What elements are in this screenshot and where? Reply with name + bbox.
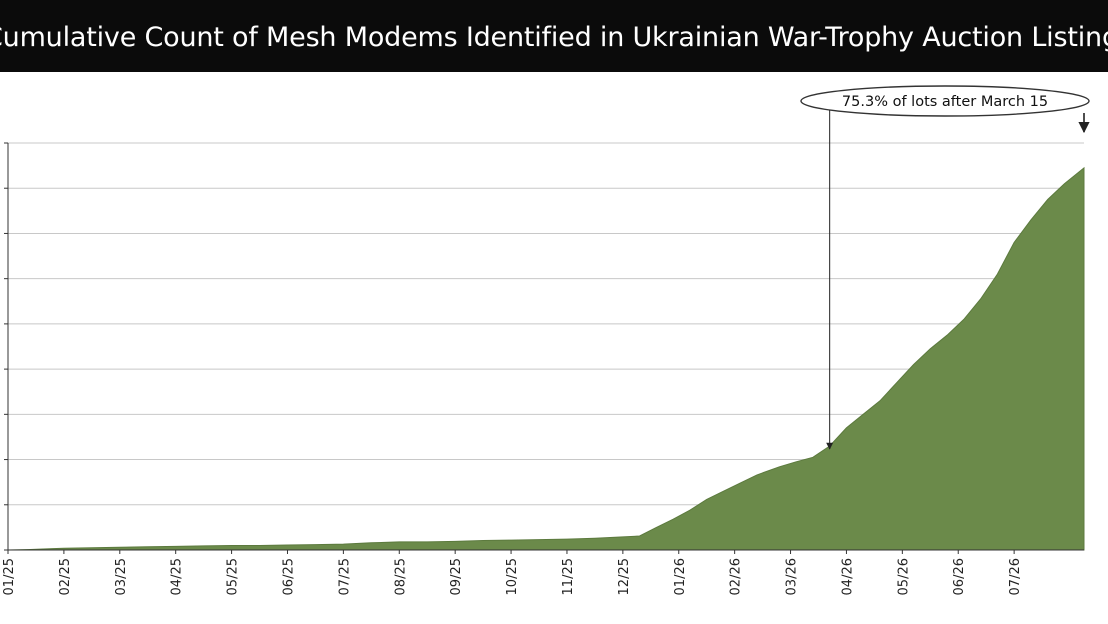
x-tick-label: 07/26: [1008, 558, 1023, 595]
x-tick-label: 05/25: [226, 558, 241, 595]
x-tick-label: 11/25: [561, 558, 576, 595]
annotation-ellipse: [800, 85, 1090, 117]
x-tick-label: 04/25: [170, 558, 185, 595]
title-bar: Cumulative Count of Mesh Modems Identifi…: [0, 0, 1108, 72]
area-series: [7, 166, 1085, 551]
x-tick-label: 06/25: [281, 558, 296, 595]
chart-plot: 01/25 02/25 03/25 04/25 05/25 06/25 07/25 08/25…: [2, 85, 1090, 595]
x-tick-label: 10/25: [505, 558, 520, 595]
x-tick-label: 08/25: [393, 558, 408, 595]
x-tick-label: 05/26: [896, 558, 911, 595]
x-tick-label: 12/25: [617, 558, 632, 595]
x-tick-label: 02/26: [729, 558, 744, 595]
x-tick-label: 01/25: [2, 558, 17, 595]
annotation: 75.3% of lots after March 15: [800, 85, 1090, 450]
x-tick-label: 03/25: [114, 558, 129, 595]
annotation-text: 75.3% of lots after March 15: [842, 94, 1048, 110]
x-axis-ticks: 01/25 02/25 03/25 04/25 05/25 06/25 07/25 08/25…: [2, 550, 1023, 595]
x-tick-label: 04/26: [840, 558, 855, 595]
x-tick-label: 07/25: [337, 558, 352, 595]
x-tick-label: 02/25: [58, 558, 73, 595]
x-tick-label: 06/26: [952, 558, 967, 595]
gridlines: [8, 142, 1084, 551]
x-tick-label: 09/25: [449, 558, 464, 595]
axes: [4, 142, 1084, 551]
x-tick-label: 03/26: [785, 558, 800, 595]
chart-title: Cumulative Count of Mesh Modems Identifi…: [0, 22, 1108, 53]
x-tick-label: 01/26: [673, 558, 688, 595]
area-series-0: [7, 166, 1085, 551]
